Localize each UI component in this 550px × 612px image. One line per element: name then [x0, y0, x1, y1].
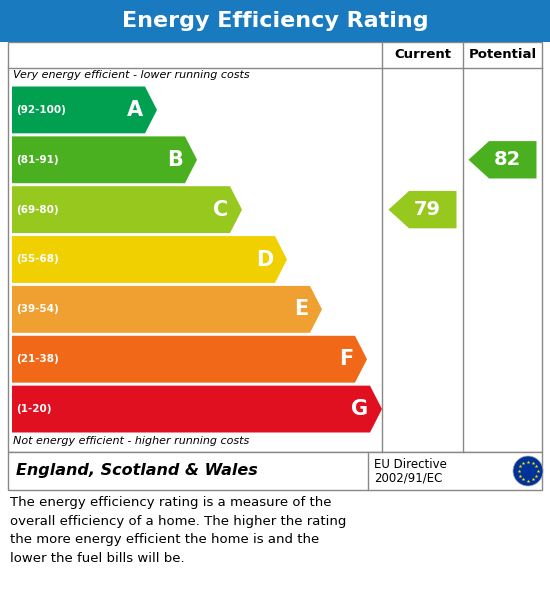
Polygon shape [388, 191, 456, 228]
Text: (39-54): (39-54) [16, 304, 59, 315]
Polygon shape [469, 141, 536, 179]
Text: England, Scotland & Wales: England, Scotland & Wales [16, 463, 258, 479]
Polygon shape [12, 286, 322, 333]
Bar [8, 42, 542, 452]
Text: (1-20): (1-20) [16, 404, 52, 414]
Bar [8, 452, 542, 490]
Text: (92-100): (92-100) [16, 105, 66, 115]
Text: 79: 79 [414, 200, 441, 219]
Text: E: E [294, 299, 308, 319]
Text: 2002/91/EC: 2002/91/EC [374, 471, 442, 485]
Text: D: D [256, 250, 273, 269]
Bar [0, 0, 550, 42]
Text: C: C [213, 200, 228, 220]
Text: A: A [127, 100, 143, 120]
Text: Not energy efficient - higher running costs: Not energy efficient - higher running co… [13, 436, 249, 446]
Polygon shape [12, 236, 287, 283]
Polygon shape [12, 136, 197, 183]
Text: (81-91): (81-91) [16, 155, 59, 165]
Text: (55-68): (55-68) [16, 255, 59, 264]
Text: (69-80): (69-80) [16, 204, 59, 215]
Text: Current: Current [394, 48, 451, 61]
Text: Potential: Potential [469, 48, 537, 61]
Text: (21-38): (21-38) [16, 354, 59, 364]
Text: Very energy efficient - lower running costs: Very energy efficient - lower running co… [13, 70, 250, 80]
Polygon shape [12, 186, 242, 233]
Text: 82: 82 [494, 151, 521, 170]
Text: The energy efficiency rating is a measure of the
overall efficiency of a home. T: The energy efficiency rating is a measur… [10, 496, 346, 564]
Polygon shape [12, 336, 367, 382]
Polygon shape [12, 86, 157, 133]
Circle shape [513, 456, 543, 486]
Text: EU Directive: EU Directive [374, 458, 447, 471]
Text: F: F [339, 349, 353, 369]
Text: B: B [167, 150, 183, 170]
Polygon shape [12, 386, 382, 433]
Text: Energy Efficiency Rating: Energy Efficiency Rating [122, 11, 428, 31]
Text: G: G [351, 399, 368, 419]
